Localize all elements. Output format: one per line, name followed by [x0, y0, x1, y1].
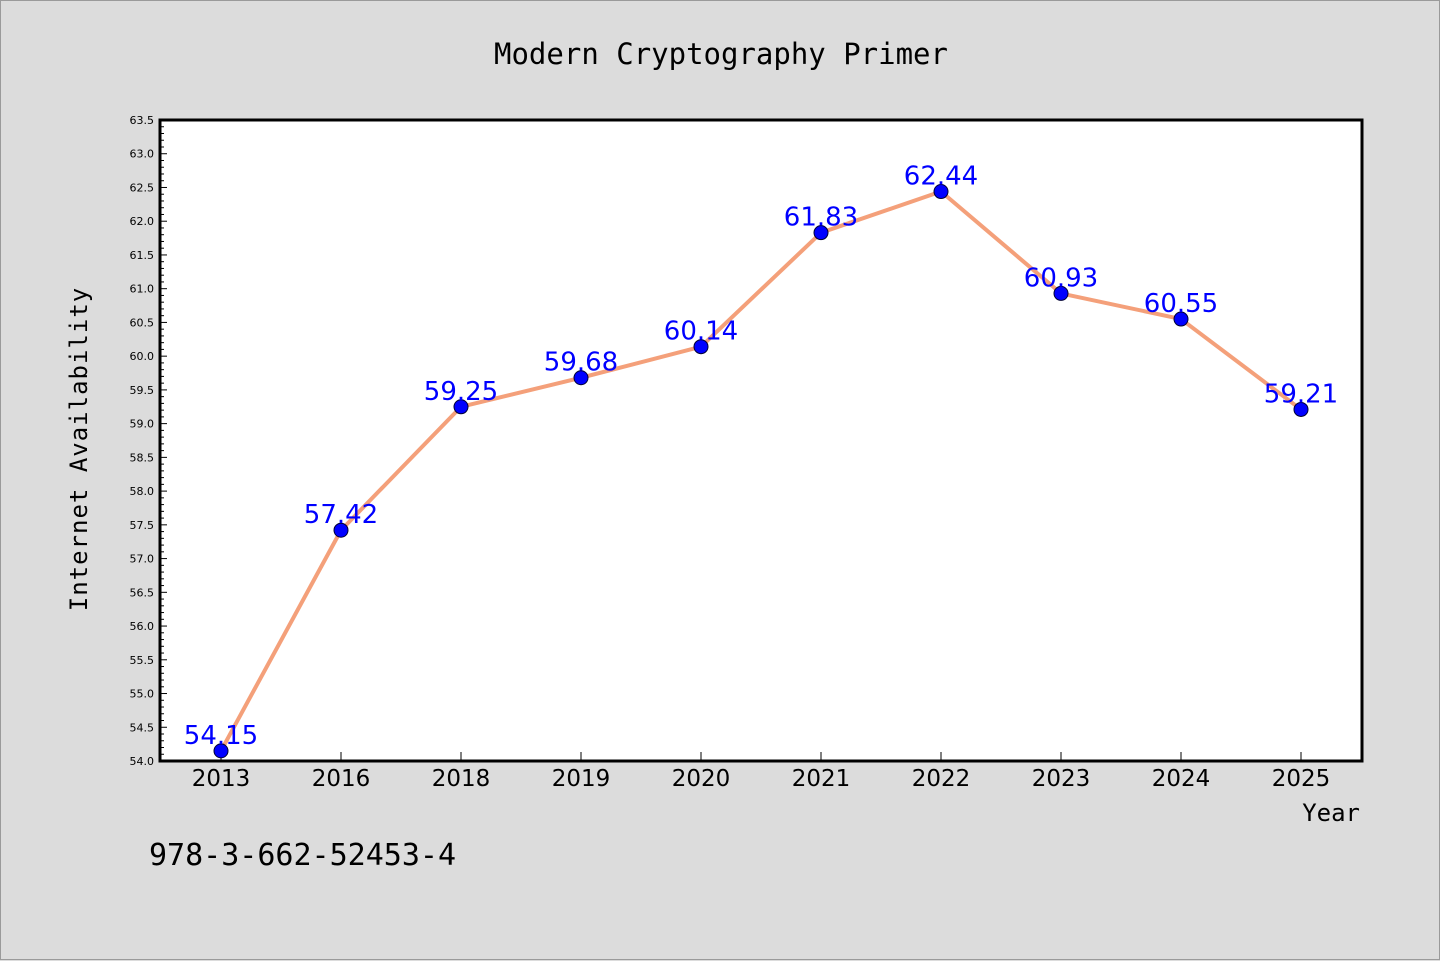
- data-point: [1173, 311, 1189, 327]
- y-tick-label: 62.5: [130, 181, 155, 194]
- footer-text: 978-3-662-52453-4: [149, 838, 456, 873]
- y-tick-label: 57.0: [130, 553, 155, 566]
- y-tick-label: 55.5: [130, 654, 155, 667]
- data-label: 57.42: [304, 500, 378, 530]
- y-tick-label: 62.0: [130, 215, 155, 228]
- y-tick-label: 59.5: [130, 384, 155, 397]
- y-tick-label: 57.5: [130, 519, 155, 532]
- y-tick-label: 61.0: [130, 283, 155, 296]
- y-axis-label: Internet Availability: [65, 287, 93, 611]
- x-tick-label: 2020: [672, 766, 731, 792]
- data-point: [933, 184, 949, 200]
- series-line-group: [219, 189, 1303, 752]
- plot-area: [160, 120, 1362, 761]
- x-tick-label: 2023: [1032, 766, 1091, 792]
- y-tick-label: 60.5: [130, 316, 155, 329]
- y-tick-label: 58.0: [130, 485, 155, 498]
- y-tick-label: 61.5: [130, 249, 155, 262]
- data-label: 59.25: [424, 377, 498, 407]
- chart-title: Modern Cryptography Primer: [494, 37, 948, 71]
- x-tick-label: 2025: [1272, 766, 1331, 792]
- data-point: [213, 743, 229, 759]
- y-tick-label: 63.5: [130, 114, 155, 127]
- data-point: [333, 522, 349, 538]
- x-axis-label: Year: [1302, 799, 1360, 827]
- x-tick-label: 2022: [912, 766, 971, 792]
- data-label: 60.55: [1144, 289, 1218, 319]
- y-tick-label: 60.0: [130, 350, 155, 363]
- x-tick-label: 2019: [552, 766, 611, 792]
- y-tick-label: 63.0: [130, 148, 155, 161]
- data-label: 60.14: [664, 317, 738, 347]
- series-line: [219, 189, 1303, 752]
- data-label: 59.21: [1264, 379, 1338, 409]
- x-tick-label: 2016: [312, 766, 371, 792]
- data-point: [813, 225, 829, 241]
- y-tick-label: 56.5: [130, 586, 155, 599]
- x-tick-label: 2021: [792, 766, 851, 792]
- data-point: [693, 339, 709, 355]
- y-tick-label: 54.5: [130, 721, 155, 734]
- y-tick-label: 59.0: [130, 418, 155, 431]
- y-tick-label: 58.5: [130, 451, 155, 464]
- y-tick-label: 56.0: [130, 620, 155, 633]
- data-labels-group: 54.15 57.42 59.25 59.68 60.14 61.83 62.44 60.93…: [184, 162, 1338, 751]
- x-tick-label: 2024: [1152, 766, 1211, 792]
- data-label: 61.83: [784, 203, 858, 233]
- plot-border: [158, 118, 1364, 763]
- x-tick-label: 2013: [192, 766, 251, 792]
- x-tick-label: 2018: [432, 766, 491, 792]
- data-label: 60.93: [1024, 263, 1098, 293]
- x-axis: 2013 2016 2018 2019 2020 2021 2022 2023 2024 2025: [192, 752, 1331, 792]
- data-label: 62.44: [904, 162, 978, 192]
- data-label: 59.68: [544, 348, 618, 378]
- data-point: [453, 399, 469, 415]
- y-tick-label: 55.0: [130, 688, 155, 701]
- data-point: [1293, 401, 1309, 417]
- data-point: [1053, 285, 1069, 301]
- markers-group: [213, 184, 1309, 759]
- y-tick-label: 54.0: [130, 755, 155, 768]
- data-point: [573, 370, 589, 386]
- data-label: 54.15: [184, 721, 258, 751]
